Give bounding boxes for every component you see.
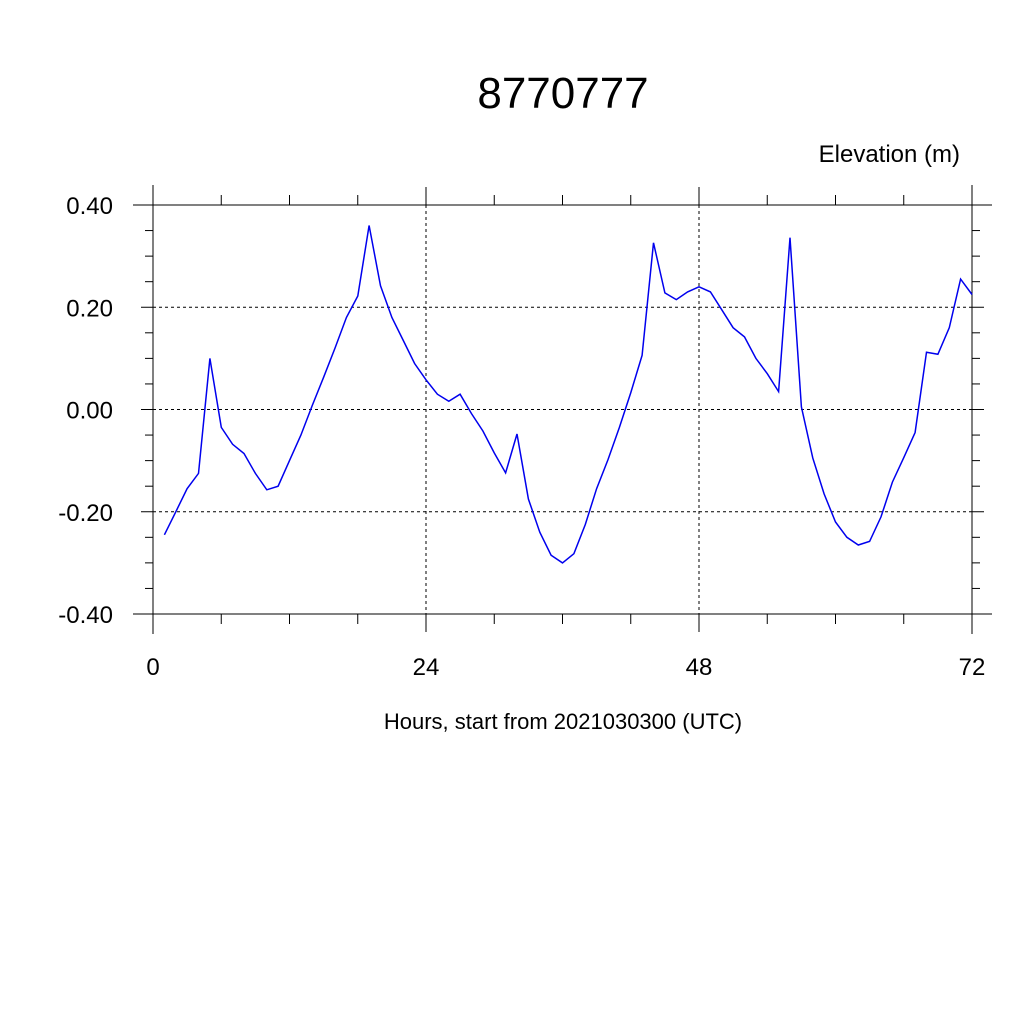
y-tick-label: -0.40 (58, 602, 113, 629)
y-tick-labels: -0.40 -0.20 0.00 0.20 0.40 (58, 193, 113, 629)
y-tick-label: 0.00 (66, 398, 113, 425)
y-tick-label: -0.20 (58, 500, 113, 527)
axis-ticks (141, 187, 984, 632)
y-axis-label: Elevation (m) (819, 141, 960, 168)
x-tick-labels: 0 24 48 72 (146, 654, 985, 681)
x-tick-label: 72 (959, 654, 986, 681)
elevation-series-line (163, 225, 973, 564)
y-tick-label: 0.40 (66, 193, 113, 220)
x-tick-label: 48 (686, 654, 713, 681)
grid-lines (152, 204, 973, 615)
x-tick-label: 24 (413, 654, 440, 681)
x-tick-label: 0 (146, 654, 159, 681)
x-axis-label: Hours, start from 2021030300 (UTC) (384, 709, 742, 734)
chart-title: 8770777 (477, 69, 648, 118)
y-tick-label: 0.20 (66, 295, 113, 322)
